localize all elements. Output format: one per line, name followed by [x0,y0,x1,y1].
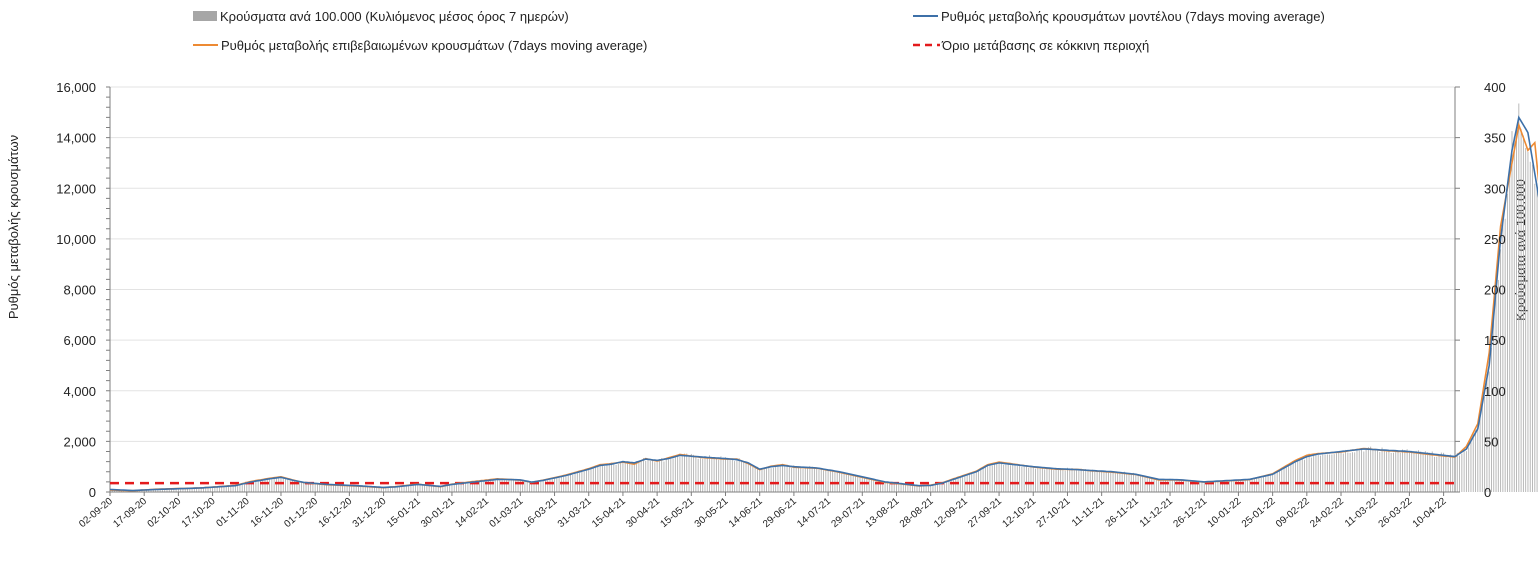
legend-item-threshold: Όριο μετάβασης σε κόκκινη περιοχή [913,38,1149,53]
x-tick-label: 01-03-21 [488,496,526,530]
x-tick-label: 09-02-22 [1274,496,1312,530]
x-tick-labels: 02-09-2017-09-2002-10-2017-10-2001-11-20… [77,492,1449,530]
x-tick-label: 02-09-20 [77,496,115,530]
legend-item-confirmed: Ρυθμός μεταβολής επιβεβαιωμένων κρουσμάτ… [193,38,647,53]
x-tick-label: 17-10-20 [180,496,218,530]
y-left-tick-label: 16,000 [56,80,96,95]
x-tick-label: 26-11-21 [1104,496,1142,530]
y-left-tick-label: 0 [89,485,96,500]
confirmed-series-line [109,121,1538,492]
y-left-tick-label: 2,000 [63,434,96,449]
y-left-tick-label: 8,000 [63,283,96,298]
bar-series [109,103,1538,492]
legend-item-model: Ρυθμός μεταβολής κρουσμάτων μοντέλου (7d… [913,9,1325,24]
x-tick-label: 01-12-20 [282,496,320,530]
model-series-line [109,115,1538,492]
legend-label-model: Ρυθμός μεταβολής κρουσμάτων μοντέλου (7d… [941,9,1325,24]
x-tick-label: 29-07-21 [829,496,867,530]
y-left-tick-label: 14,000 [56,131,96,146]
x-tick-label: 31-03-21 [556,496,594,530]
x-tick-label: 14-02-21 [453,496,491,530]
x-tick-label: 13-08-21 [864,496,902,530]
y-left-tick-label: 10,000 [56,232,96,247]
y-right-tick-label: 300 [1484,181,1506,196]
y-right-tick-label: 250 [1484,232,1506,247]
x-tick-label: 15-01-21 [385,496,423,530]
y-right-tick-label: 0 [1484,485,1491,500]
x-tick-label: 16-11-20 [249,496,287,530]
x-tick-label: 12-09-21 [932,496,970,530]
x-tick-label: 16-03-21 [522,496,560,530]
y-left-tick-label: 12,000 [56,181,96,196]
legend-label-confirmed: Ρυθμός μεταβολής επιβεβαιωμένων κρουσμάτ… [221,38,647,53]
axes [106,86,1460,493]
legend-swatch-bars [193,11,217,21]
x-tick-label: 31-12-20 [351,496,389,530]
y-right-tick-label: 150 [1484,333,1506,348]
x-tick-label: 10-01-22 [1206,496,1244,530]
y-left-tick-label: 4,000 [63,384,96,399]
y-left-tick-label: 6,000 [63,333,96,348]
legend: Κρούσματα ανά 100.000 (Κυλιόμενος μέσος … [193,9,1325,53]
legend-label-threshold: Όριο μετάβασης σε κόκκινη περιοχή [941,38,1149,53]
y-right-tick-label: 400 [1484,80,1506,95]
x-tick-label: 30-01-21 [419,496,457,530]
x-tick-label: 11-12-21 [1138,496,1176,530]
y-left-axis-title: Ρυθμός μεταβολής κρουσμάτων [6,135,21,319]
gridlines [110,86,1455,442]
legend-label-bars: Κρούσματα ανά 100.000 (Κυλιόμενος μέσος … [220,9,569,24]
x-tick-label: 11-11-21 [1070,496,1107,529]
x-tick-label: 26-03-22 [1377,496,1415,530]
x-tick-label: 12-10-21 [1000,496,1038,530]
x-tick-label: 01-11-20 [215,496,253,530]
x-tick-label: 02-10-20 [146,496,184,530]
x-tick-label: 17-09-20 [111,496,149,530]
x-tick-label: 27-10-21 [1035,496,1073,530]
x-tick-label: 24-02-22 [1308,496,1346,530]
x-tick-label: 10-04-22 [1411,496,1449,530]
y-right-tick-labels: 0 50 100 150 200 250 300 350 400 [1484,80,1506,500]
x-tick-label: 27-09-21 [966,496,1004,530]
y-left-tick-labels: 0 2,000 4,000 6,000 8,000 10,000 12,000 14,000 1… [56,80,96,500]
x-tick-label: 30-04-21 [624,496,662,530]
x-tick-label: 30-05-21 [693,496,731,530]
y-right-tick-label: 100 [1484,384,1506,399]
x-tick-label: 15-04-21 [590,496,628,530]
x-tick-label: 14-07-21 [795,496,833,530]
x-tick-label: 14-06-21 [727,496,765,530]
x-tick-label: 16-12-20 [317,496,355,530]
x-tick-label: 11-03-22 [1343,496,1381,530]
legend-item-bars: Κρούσματα ανά 100.000 (Κυλιόμενος μέσος … [193,9,569,24]
y-right-tick-label: 50 [1484,434,1498,449]
y-right-tick-label: 350 [1484,131,1506,146]
x-tick-label: 25-01-22 [1240,496,1278,530]
y-right-tick-label: 200 [1484,283,1506,298]
x-tick-label: 28-08-21 [898,496,936,530]
x-tick-label: 26-12-21 [1171,496,1209,530]
x-tick-label: 29-06-21 [761,496,799,530]
x-tick-label: 15-05-21 [659,496,697,530]
